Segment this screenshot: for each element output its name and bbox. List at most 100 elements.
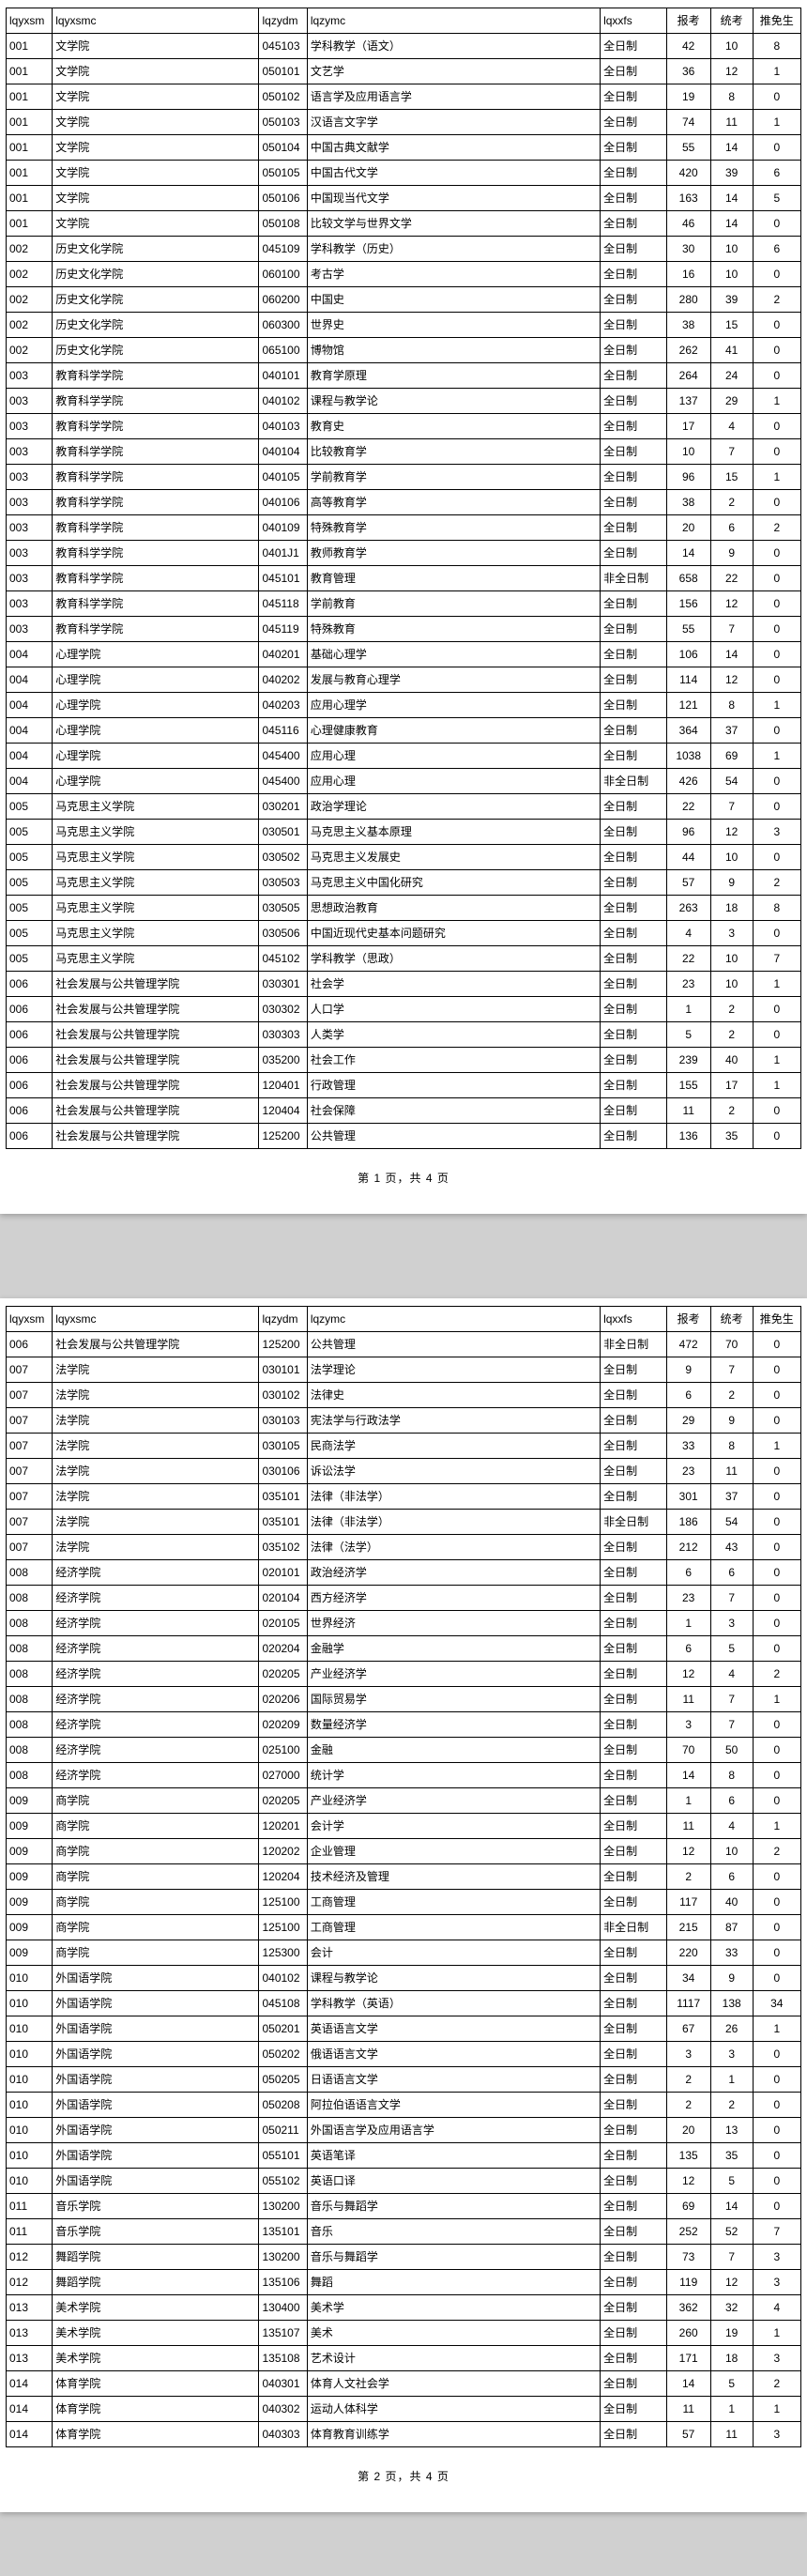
table-cell: 040303 [259,2422,307,2447]
table-cell: 全日制 [601,2295,667,2321]
table-cell: 音乐学院 [53,2194,259,2219]
table-cell: 全日制 [601,1636,667,1662]
table-cell: 135 [666,2143,710,2169]
table-cell: 10 [710,1839,753,1864]
table-cell: 全日制 [601,490,667,515]
table-cell: 050106 [259,186,307,211]
table-cell: 11 [710,1459,753,1484]
table-row: 010外国语学院050201英语语言文学全日制67261 [7,2016,801,2042]
table-cell: 137 [666,389,710,414]
table-cell: 0 [753,1484,800,1510]
table-cell: 3 [753,2346,800,2371]
col-header-lqzydm: lqzydm [259,8,307,34]
table-row: 006社会发展与公共管理学院030303人类学全日制520 [7,1022,801,1048]
table-cell: 22 [666,794,710,820]
table-cell: 5 [710,2169,753,2194]
table-cell: 全日制 [601,2016,667,2042]
table-cell: 0 [753,1611,800,1636]
table-cell: 009 [7,1940,53,1966]
table-cell: 全日制 [601,1991,667,2016]
table-cell: 日语语言文学 [307,2067,600,2093]
table-row: 004心理学院040202发展与教育心理学全日制114120 [7,667,801,693]
table-cell: 4 [666,921,710,946]
table-cell: 外国语学院 [53,2118,259,2143]
table-cell: 非全日制 [601,566,667,591]
table-cell: 6 [666,1560,710,1586]
table-cell: 外国语学院 [53,2093,259,2118]
table-cell: 6 [710,1864,753,1890]
table-cell: 42 [666,34,710,59]
table-cell: 009 [7,1814,53,1839]
table-row: 005马克思主义学院045102学科教学（思政）全日制22107 [7,946,801,972]
table-cell: 040201 [259,642,307,667]
table-cell: 121 [666,693,710,718]
table-cell: 32 [710,2295,753,2321]
table-cell: 030201 [259,794,307,820]
table-cell: 1 [753,389,800,414]
table-row: 003教育科学学院040105学前教育学全日制96151 [7,465,801,490]
table-cell: 119 [666,2270,710,2295]
table-cell: 34 [666,1966,710,1991]
table-cell: 7 [710,2245,753,2270]
table-cell: 全日制 [601,186,667,211]
table-cell: 全日制 [601,2042,667,2067]
table-cell: 0 [753,642,800,667]
table-cell: 006 [7,1098,53,1124]
table-cell: 思想政治教育 [307,896,600,921]
table-cell: 19 [710,2321,753,2346]
table-cell: 020204 [259,1636,307,1662]
table-cell: 1 [753,2016,800,2042]
table-cell: 全日制 [601,1098,667,1124]
table-cell: 全日制 [601,2093,667,2118]
table-cell: 120201 [259,1814,307,1839]
table-cell: 全日制 [601,2118,667,2143]
table-row: 001文学院050105中国古代文学全日制420396 [7,161,801,186]
table-cell: 美术学院 [53,2295,259,2321]
table-cell: 0 [753,997,800,1022]
table-cell: 20 [666,515,710,541]
table-cell: 020209 [259,1712,307,1738]
table-cell: 0 [753,1940,800,1966]
table-row: 004心理学院045400应用心理非全日制426540 [7,769,801,794]
table-cell: 014 [7,2397,53,2422]
table-cell: 045400 [259,769,307,794]
table-cell: 2 [710,997,753,1022]
table-cell: 18 [710,2346,753,2371]
table-cell: 4 [753,2295,800,2321]
table-cell: 658 [666,566,710,591]
table-cell: 4 [710,1662,753,1687]
table-cell: 005 [7,820,53,845]
table-cell: 57 [666,870,710,896]
table-cell: 全日制 [601,896,667,921]
table-cell: 35 [710,1124,753,1149]
table-cell: 全日制 [601,2219,667,2245]
table-cell: 8 [753,896,800,921]
table-cell: 6 [666,1636,710,1662]
col-header-lqzymc: lqzymc [307,1307,600,1332]
table-cell: 0 [753,1763,800,1788]
table-cell: 人口学 [307,997,600,1022]
table-cell: 55 [666,617,710,642]
table-cell: 2 [710,1098,753,1124]
table-row: 004心理学院040201基础心理学全日制106140 [7,642,801,667]
table-cell: 020206 [259,1687,307,1712]
table-cell: 9 [710,1966,753,1991]
table-cell: 英语笔译 [307,2143,600,2169]
col-header-lqyxsmc: lqyxsmc [53,8,259,34]
table-cell: 0 [753,566,800,591]
table-cell: 数量经济学 [307,1712,600,1738]
table-cell: 1 [753,1434,800,1459]
table-cell: 7 [710,794,753,820]
table-cell: 11 [710,110,753,135]
table-cell: 中国现当代文学 [307,186,600,211]
table-cell: 252 [666,2219,710,2245]
table-cell: 教育科学学院 [53,363,259,389]
table-row: 005马克思主义学院030502马克思主义发展史全日制44100 [7,845,801,870]
table-cell: 010 [7,1991,53,2016]
table-cell: 全日制 [601,313,667,338]
table-cell: 010 [7,2169,53,2194]
table-cell: 商学院 [53,1864,259,1890]
table-cell: 5 [710,2371,753,2397]
table-cell: 经济学院 [53,1662,259,1687]
table-cell: 260 [666,2321,710,2346]
